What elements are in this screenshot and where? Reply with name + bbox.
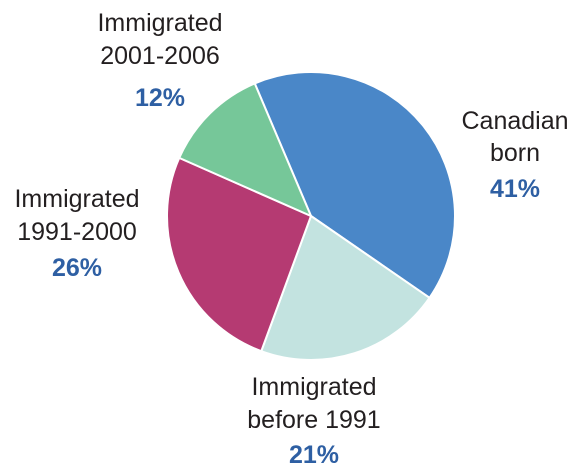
slice-label-line: Immigrated: [14, 185, 139, 213]
slice-label-before-1991: Immigrated before 1991 21%: [247, 373, 380, 469]
slice-label-canadian-born: Canadian born 41%: [461, 107, 568, 203]
slice-label-line: Immigrated: [251, 373, 376, 401]
slice-label-line: Immigrated: [97, 9, 222, 37]
slice-value-label: 12%: [135, 84, 185, 112]
pie-slices: [166, 71, 456, 361]
pie-slice-0: [253, 71, 456, 299]
slice-label-line: Canadian: [461, 107, 568, 135]
slice-value-label: 26%: [52, 254, 102, 282]
slice-label-line: before 1991: [247, 406, 380, 434]
slice-label-1991-2000: Immigrated 1991-2000 26%: [14, 185, 139, 282]
slice-label-line: born: [490, 139, 540, 167]
slice-label-line: 2001-2006: [100, 42, 220, 70]
pie-slice-3: [178, 82, 312, 217]
slice-value-label: 41%: [490, 175, 540, 203]
pie-slice-1: [260, 215, 431, 361]
slice-label-line: 1991-2000: [17, 218, 137, 246]
slice-label-2001-2006: Immigrated 2001-2006 12%: [97, 9, 222, 112]
slice-value-label: 21%: [289, 441, 339, 469]
pie-slice-2: [166, 156, 312, 353]
